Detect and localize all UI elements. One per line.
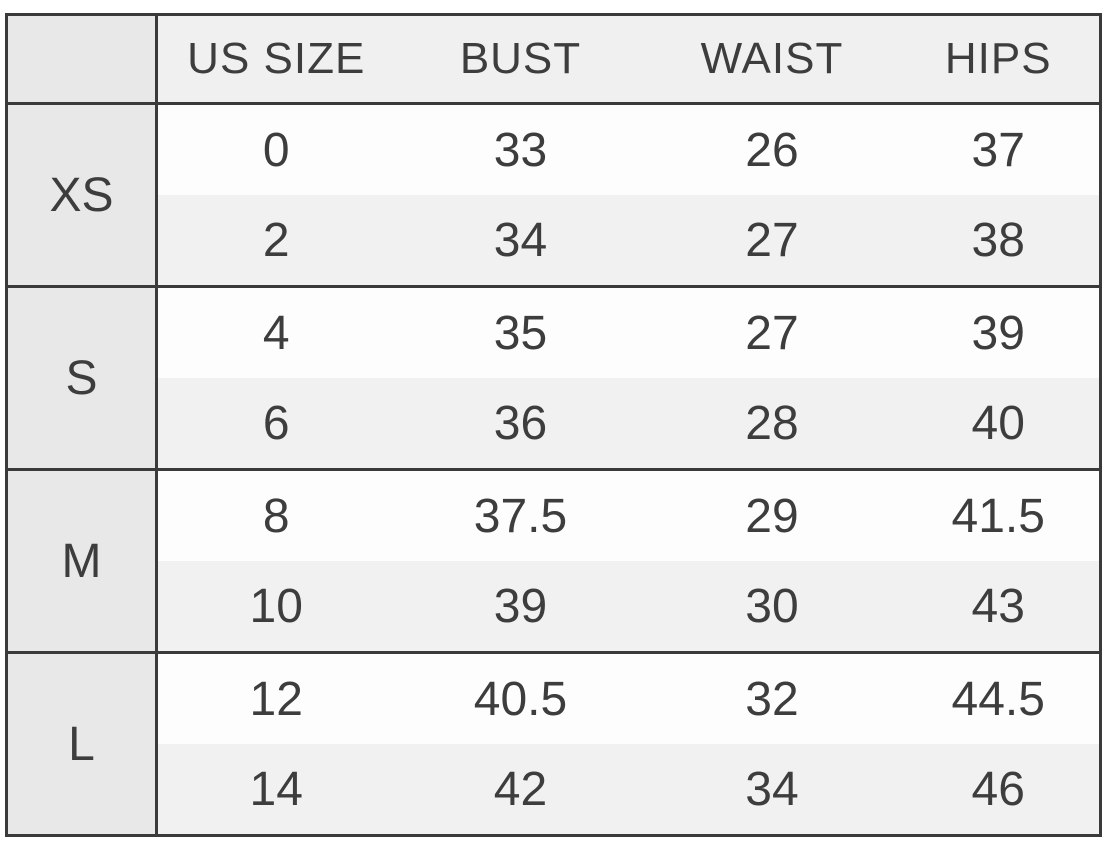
table-cell: 40.5 [394,652,647,744]
table-cell: 44.5 [897,652,1101,744]
corner-cell [6,14,158,105]
column-header-us-size: US SIZE [156,14,395,105]
table-header: US SIZE BUST WAIST HIPS [6,14,1101,105]
table-cell: 33 [394,103,647,195]
table-cell: 39 [394,561,647,653]
table-cell: 30 [646,561,898,653]
column-header-bust: BUST [394,14,647,105]
table-cell: 37.5 [394,469,647,561]
table-cell: 29 [646,469,898,561]
header-row: US SIZE BUST WAIST HIPS [6,14,1101,105]
table-row: 6 36 28 40 [7,378,1101,470]
table-cell: 35 [394,286,647,378]
table-cell: 32 [646,652,898,744]
table-cell: 43 [897,561,1101,653]
table-cell: 41.5 [897,469,1101,561]
table-row: 2 34 27 38 [7,195,1101,287]
column-header-waist: WAIST [646,14,898,105]
table-cell: 6 [156,378,395,470]
size-chart-table: US SIZE BUST WAIST HIPS XS 0 33 26 37 2 34 27 38 S 4 3… [5,13,1102,837]
table-cell: 14 [156,744,395,836]
column-header-hips: HIPS [897,14,1101,105]
table-row: L 12 40.5 32 44.5 [6,652,1101,836]
table-cell: 34 [394,195,647,287]
table-row: XS 0 33 26 37 [6,103,1101,287]
table-cell: 38 [897,195,1101,287]
table-cell: 8 [156,469,395,561]
size-group-label: S [6,286,158,470]
table-cell: 4 [156,286,395,378]
size-group-m: M 8 37.5 29 41.5 10 39 30 43 [6,469,1101,653]
table-cell: 46 [897,744,1101,836]
table-cell: 27 [646,286,898,378]
table-cell: 27 [646,195,898,287]
table-row: 14 42 34 46 [7,744,1101,836]
table-cell: 37 [897,103,1101,195]
size-group-l: L 12 40.5 32 44.5 14 42 34 46 [6,652,1101,836]
table-cell: 40 [897,378,1101,470]
table-cell: 36 [394,378,647,470]
table-cell: 26 [646,103,898,195]
size-group-xs: XS 0 33 26 37 2 34 27 38 [6,103,1101,287]
table-cell: 10 [156,561,395,653]
table-cell: 42 [394,744,647,836]
table-cell: 12 [156,652,395,744]
table-cell: 28 [646,378,898,470]
table-row: S 4 35 27 39 [6,286,1101,470]
table-cell: 0 [156,103,395,195]
size-group-label: L [6,652,158,836]
table-cell: 39 [897,286,1101,378]
size-group-s: S 4 35 27 39 6 36 28 40 [6,286,1101,470]
table-row: 10 39 30 43 [7,561,1101,653]
size-group-label: XS [6,103,158,287]
size-group-label: M [6,469,158,653]
table-cell: 2 [156,195,395,287]
table-cell: 34 [646,744,898,836]
table-row: M 8 37.5 29 41.5 [6,469,1101,653]
